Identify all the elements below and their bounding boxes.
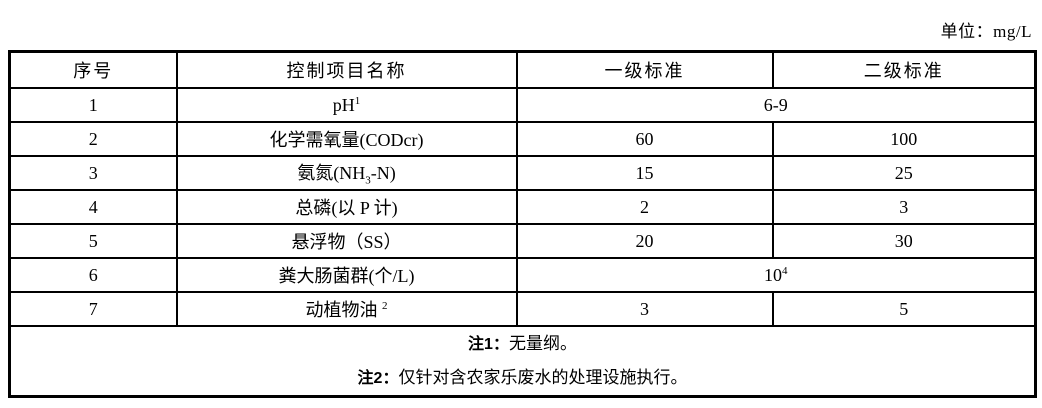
table-row: 1 pH1 6-9	[8, 87, 1037, 123]
row-number-cell: 6	[8, 257, 178, 293]
item-name-cell: 动植物油 2	[175, 291, 518, 327]
level2-value-cell: 25	[771, 155, 1037, 191]
row-number-cell: 4	[8, 189, 178, 225]
row-number-cell: 5	[8, 223, 178, 259]
superscript-mark: 2	[382, 300, 388, 312]
standards-table: 序号 控制项目名称 一级标准 二级标准 1 pH1 6-9 2 化学需氧量(CODcr)…	[8, 50, 1037, 398]
item-name-cell: pH1	[175, 87, 518, 123]
table-row: 6 粪大肠菌群(个/L) 104	[8, 257, 1037, 293]
item-name-cell: 氨氮(NH3-N)	[175, 155, 518, 191]
row-number-cell: 2	[8, 121, 178, 157]
item-name-cell: 化学需氧量(CODcr)	[175, 121, 518, 157]
level2-value-cell: 30	[771, 223, 1037, 259]
row-number-cell: 1	[8, 87, 178, 123]
level2-value-cell: 3	[771, 189, 1037, 225]
header-control-item-name: 控制项目名称	[175, 50, 518, 89]
merged-value-cell: 6-9	[515, 87, 1037, 123]
item-name-cell: 总磷(以 P 计)	[175, 189, 518, 225]
item-name-cell: 粪大肠菌群(个/L)	[175, 257, 518, 293]
level1-value-cell: 2	[515, 189, 774, 225]
level1-value-cell: 15	[515, 155, 774, 191]
note-line-2: 注2：仅针对含农家乐废水的处理设施执行。	[12, 361, 1034, 395]
merged-value-cell: 104	[515, 257, 1037, 293]
level2-value-cell: 100	[771, 121, 1037, 157]
superscript-mark: 1	[354, 94, 361, 107]
table-row: 2 化学需氧量(CODcr) 60 100	[8, 121, 1037, 157]
table-row: 3 氨氮(NH3-N) 15 25	[8, 155, 1037, 191]
superscript-mark: 4	[782, 264, 788, 277]
note-2-text: 仅针对含农家乐废水的处理设施执行。	[398, 368, 688, 387]
table-row: 4 总磷(以 P 计) 2 3	[8, 189, 1037, 225]
note-1-text: 无量纲。	[508, 334, 577, 353]
header-level1-standard: 一级标准	[515, 50, 774, 89]
level2-value-cell: 5	[771, 291, 1037, 327]
row-number-cell: 3	[8, 155, 178, 191]
level1-value-cell: 20	[515, 223, 774, 259]
header-row: 序号 控制项目名称 一级标准 二级标准	[8, 50, 1037, 89]
level1-value-cell: 3	[515, 291, 774, 327]
note-2-label: 注2：	[357, 370, 399, 387]
header-level2-standard: 二级标准	[771, 50, 1037, 89]
note-line-1: 注1：无量纲。	[12, 328, 1034, 361]
note-1-label: 注1：	[468, 336, 509, 353]
row-number-cell: 7	[8, 291, 178, 327]
notes-cell: 注1：无量纲。 注2：仅针对含农家乐废水的处理设施执行。	[8, 325, 1037, 398]
unit-label: 单位：mg/L	[940, 22, 1032, 41]
header-serial-number: 序号	[8, 50, 178, 89]
notes-row: 注1：无量纲。 注2：仅针对含农家乐废水的处理设施执行。	[8, 325, 1037, 398]
item-name-cell: 悬浮物（SS）	[175, 223, 518, 259]
level1-value-cell: 60	[515, 121, 774, 157]
subscript-mark: 3	[365, 174, 371, 187]
table-row: 5 悬浮物（SS） 20 30	[8, 223, 1037, 259]
